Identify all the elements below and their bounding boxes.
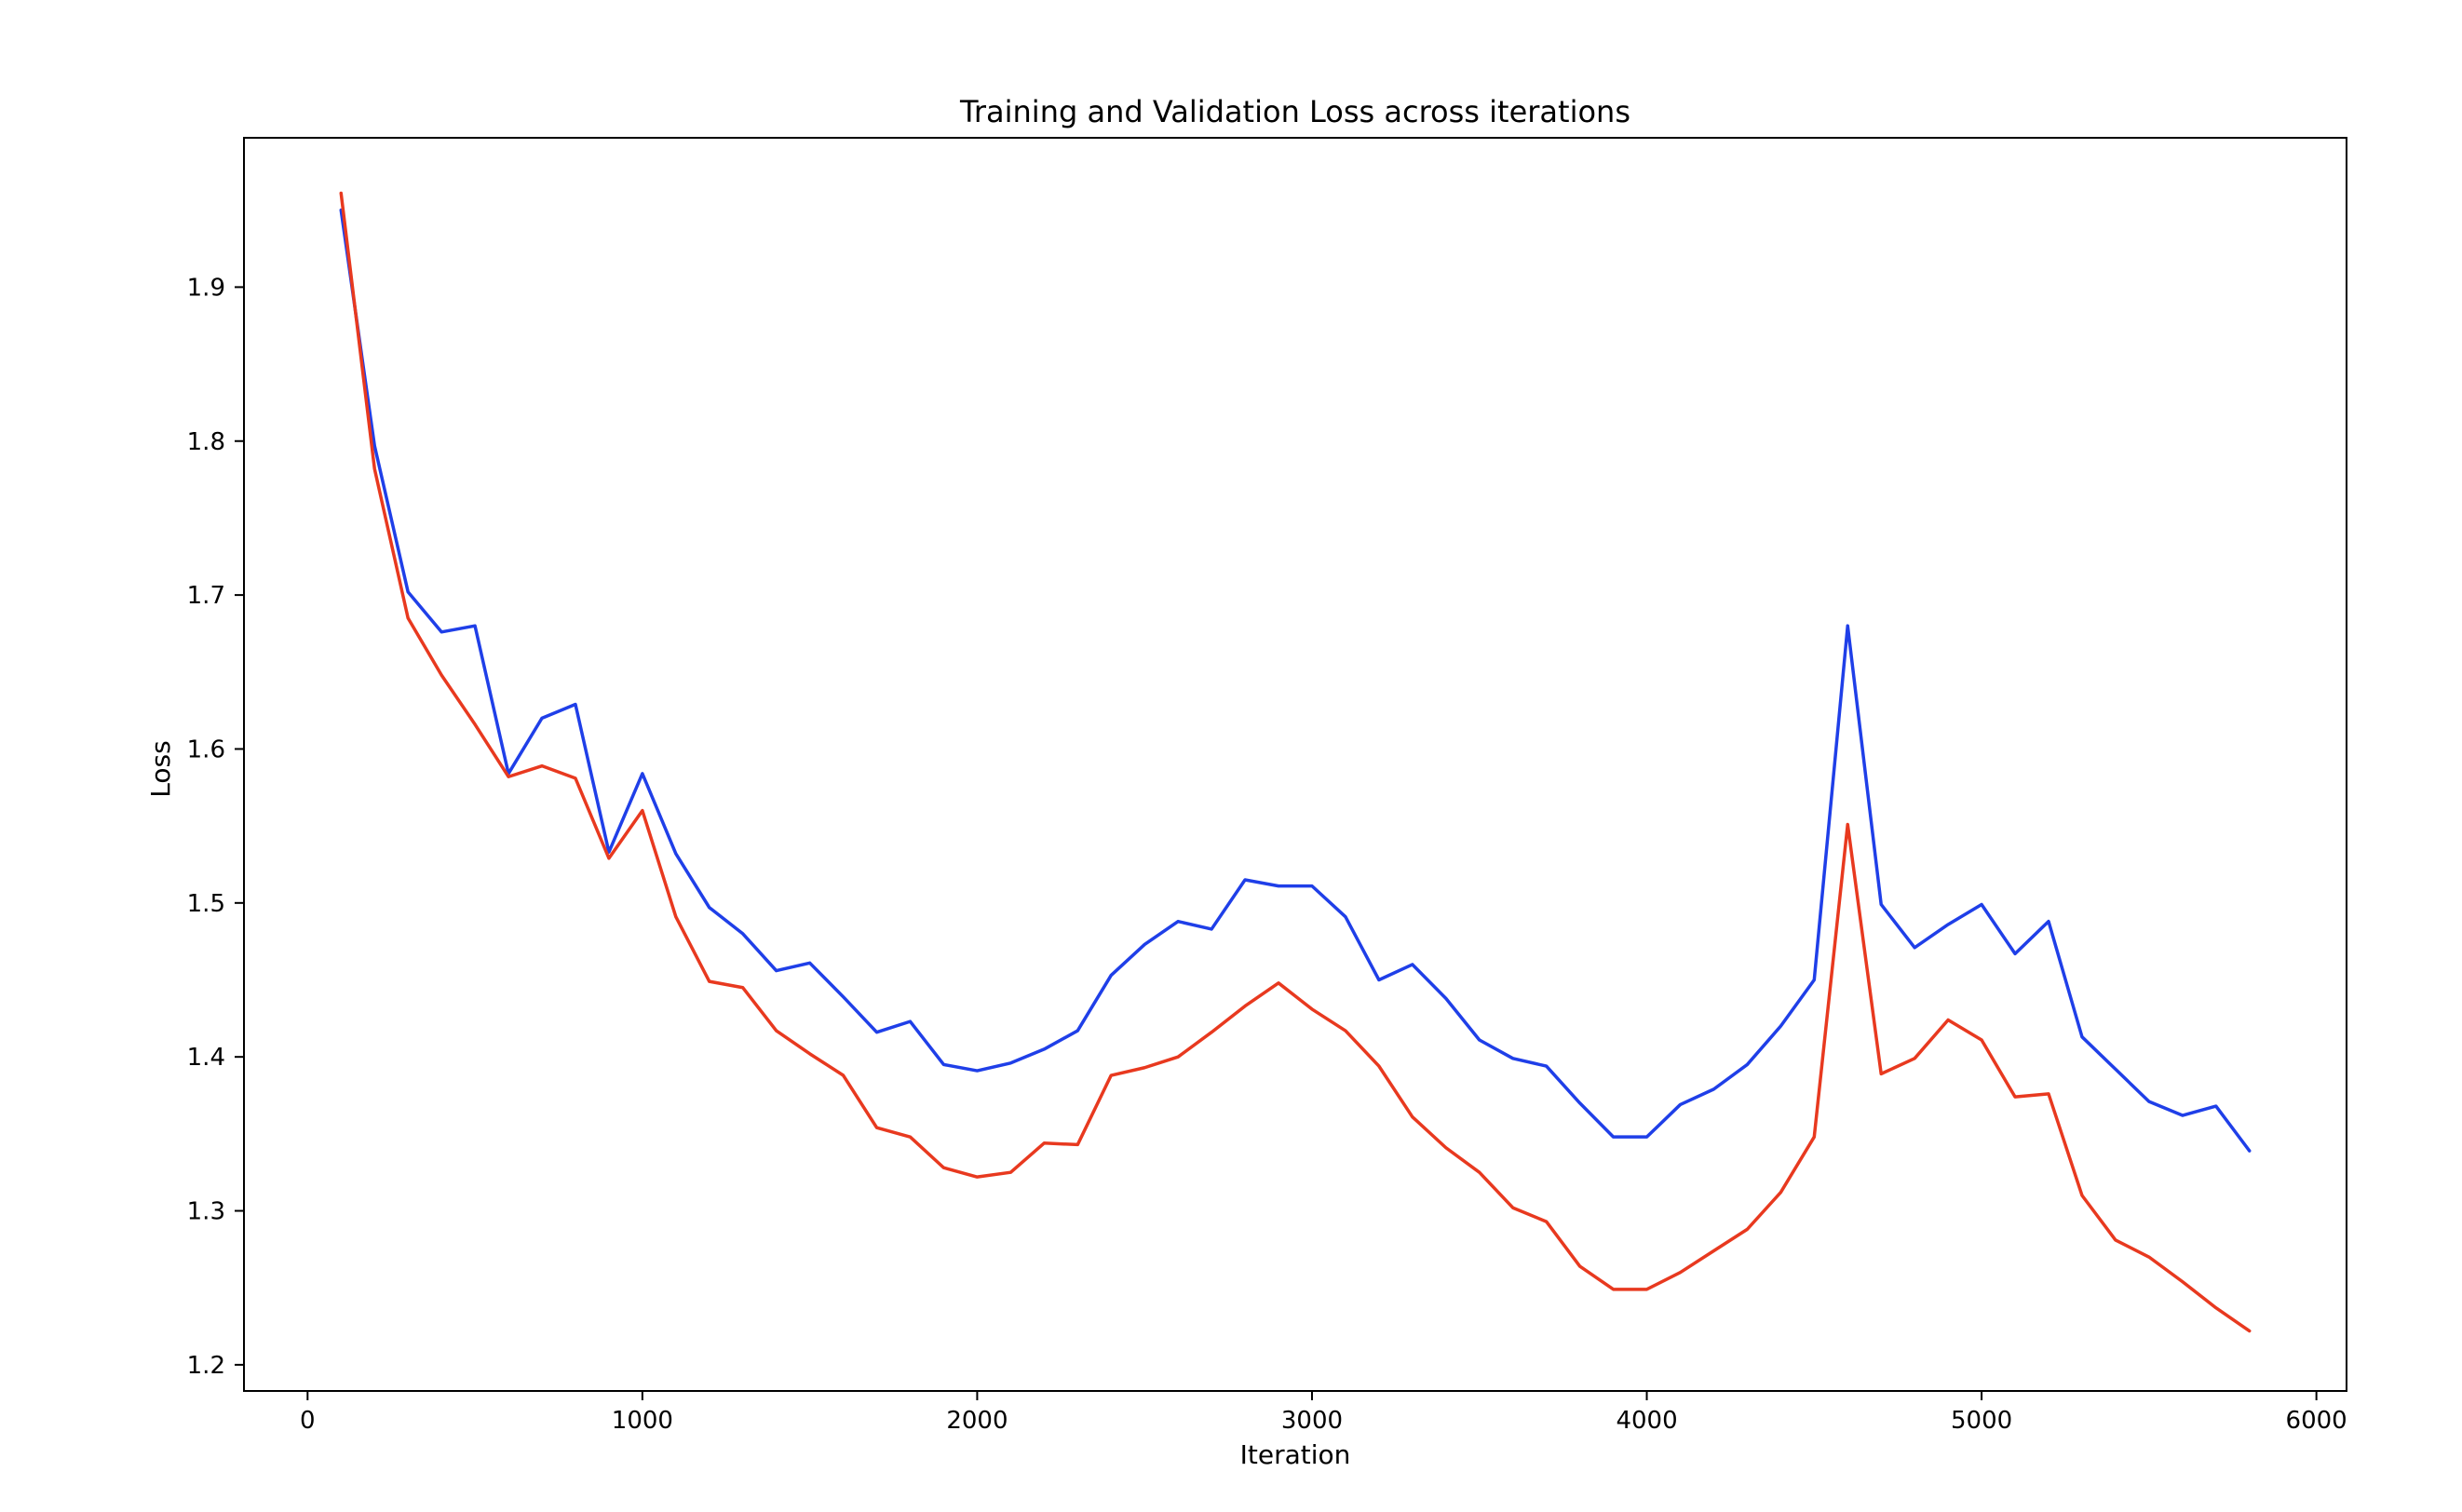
y-tick-label: 1.5 <box>187 890 225 918</box>
x-tick-label: 1000 <box>612 1407 673 1435</box>
y-tick-label: 1.9 <box>187 274 225 302</box>
x-tick-label: 4000 <box>1616 1407 1677 1435</box>
y-tick-label: 1.7 <box>187 582 225 610</box>
x-tick-label: 2000 <box>946 1407 1008 1435</box>
y-tick-label: 1.3 <box>187 1198 225 1226</box>
y-axis-ticks: 1.2 1.3 1.4 1.5 1.6 1.7 1.8 1.9 <box>187 274 244 1380</box>
x-tick-label: 6000 <box>2286 1407 2347 1435</box>
x-tick-label: 3000 <box>1281 1407 1343 1435</box>
y-tick-label: 1.4 <box>187 1044 225 1072</box>
y-tick-label: 1.2 <box>187 1352 225 1380</box>
y-tick-label: 1.8 <box>187 428 225 456</box>
x-tick-label: 0 <box>300 1407 316 1435</box>
plot-frame <box>243 137 2347 1392</box>
y-axis-label: Loss <box>145 740 176 797</box>
series-line-2 <box>339 191 2252 1333</box>
chart-title: Training and Validation Loss across iter… <box>959 94 1630 129</box>
x-axis-ticks: 0 1000 2000 3000 4000 5000 6000 <box>300 1391 2347 1435</box>
series-layer <box>339 191 2252 1333</box>
y-tick-label: 1.6 <box>187 736 225 763</box>
x-axis-label: Iteration <box>1240 1439 1351 1470</box>
x-tick-label: 5000 <box>1951 1407 2012 1435</box>
series-line-1 <box>339 208 2252 1153</box>
